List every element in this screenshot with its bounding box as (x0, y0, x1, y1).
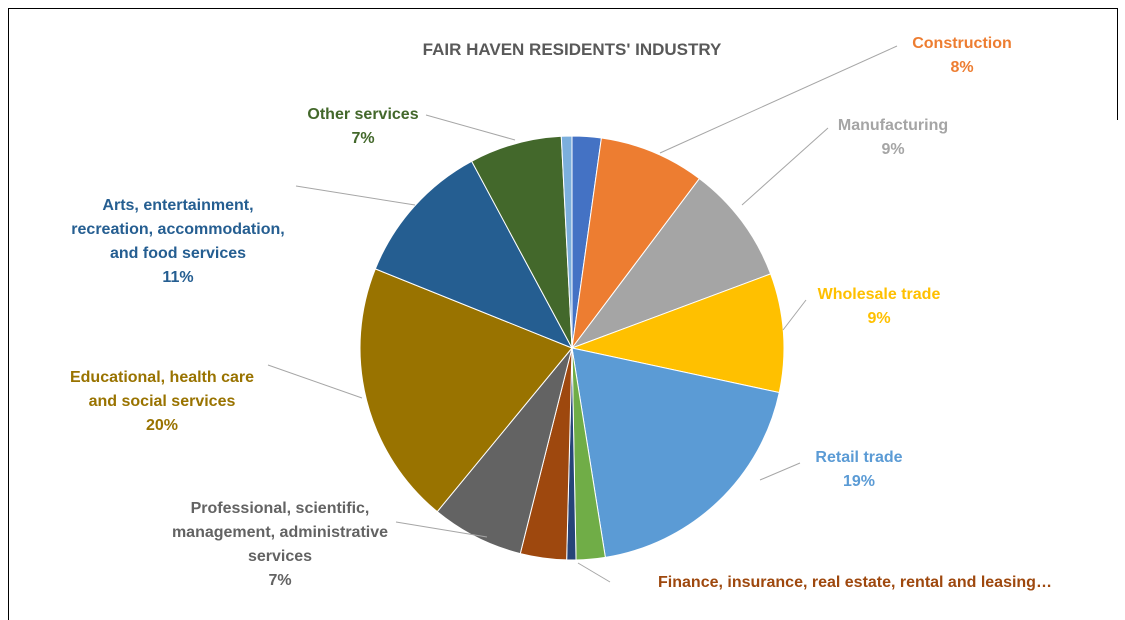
pie-slice (570, 177, 772, 350)
category-label: Arts, entertainment, recreation, accommo… (71, 197, 285, 262)
value-label: 11% (162, 269, 194, 286)
slice-label: Other services 7% (278, 103, 448, 151)
value-label: 19% (842, 473, 876, 490)
category-label: Manufacturing (837, 117, 949, 134)
leader-line (425, 114, 516, 141)
category-label: Professional, scientific, management, ad… (171, 500, 389, 565)
slice-label: Arts, entertainment, recreation, accommo… (68, 194, 288, 290)
category-label: Finance, insurance, real estate, rental … (658, 574, 1052, 591)
leader-line (741, 127, 829, 206)
leader-line (267, 364, 363, 399)
value-label: 7% (351, 130, 375, 147)
pie-slice (571, 347, 780, 558)
category-label: Wholesale trade (817, 286, 941, 303)
leader-line (782, 299, 807, 331)
pie-slice (571, 137, 701, 350)
category-label: Educational, health care and social serv… (69, 369, 255, 410)
leader-line (659, 45, 898, 154)
slice-label: Educational, health care and social serv… (62, 366, 262, 438)
pie-slice (374, 160, 574, 349)
leader-line (577, 562, 611, 583)
value-label: 7% (268, 572, 292, 589)
leader-line (395, 521, 488, 538)
slice-label: Professional, scientific, management, ad… (155, 497, 405, 593)
pie-slice (359, 268, 573, 513)
pie-slice (570, 273, 785, 394)
leader-line (759, 462, 801, 481)
pie-slice (560, 135, 573, 349)
slice-label: Wholesale trade 9% (799, 283, 959, 331)
slice-label: Finance, insurance, real estate, rental … (635, 571, 1075, 595)
slice-label: Manufacturing 9% (813, 114, 973, 162)
value-label: 9% (881, 141, 905, 158)
category-label: Construction (912, 35, 1012, 52)
chart-title: FAIR HAVEN RESIDENTS' INDUSTRY (422, 40, 722, 59)
category-label: Other services (307, 106, 419, 123)
category-label: Retail trade (815, 449, 903, 466)
value-label: 8% (950, 59, 974, 76)
frame (8, 8, 1118, 620)
slice-label: Retail trade 19% (789, 446, 929, 494)
value-label: 9% (867, 310, 891, 327)
value-label: 20% (145, 417, 179, 434)
slice-label: Construction 8% (882, 32, 1042, 80)
leader-line (295, 185, 416, 206)
